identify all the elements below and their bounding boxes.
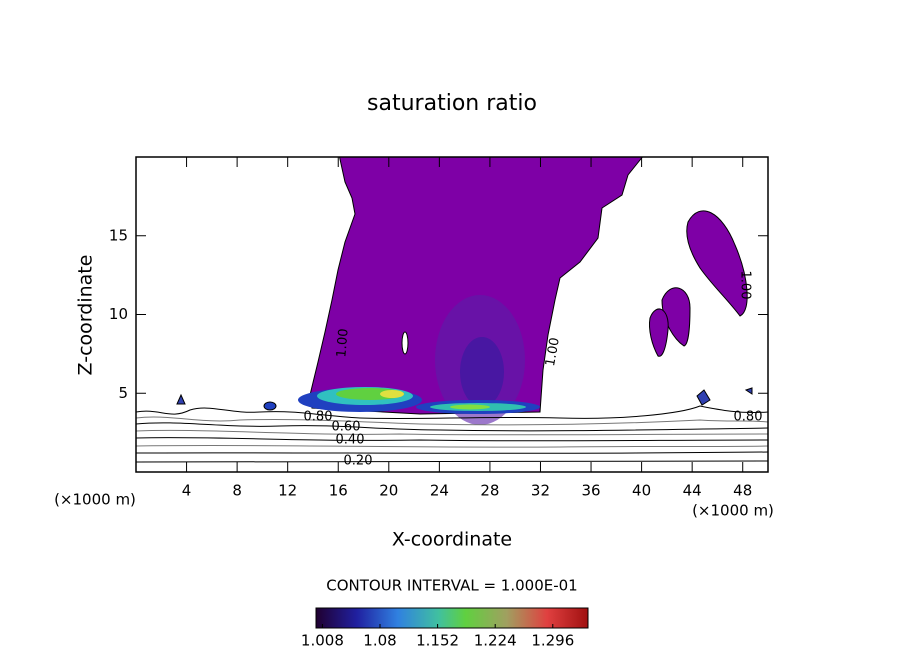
colorbar (315, 607, 589, 629)
x-tick-label: 20 (379, 482, 398, 500)
x-tick-label: 36 (581, 482, 600, 500)
contour-label: 0.80 (304, 410, 333, 425)
contour-field (136, 157, 768, 463)
x-tick-label: 44 (683, 482, 702, 500)
x-tick-label: 16 (329, 482, 348, 500)
x-tick-label: 48 (733, 482, 752, 500)
x-tick-label: 24 (430, 482, 449, 500)
contour-label: 0.20 (344, 454, 373, 469)
y-tick-label: 15 (109, 226, 128, 244)
contour-line (136, 444, 768, 448)
x-tick-label: 4 (182, 482, 192, 500)
x-tick-label: 12 (278, 482, 297, 500)
contour-line (136, 460, 768, 463)
contour-line (136, 422, 768, 432)
contour-label: 0.40 (336, 433, 365, 448)
contour-label: 0.80 (734, 410, 763, 425)
contour-label: 1.00 (738, 271, 753, 300)
cloud-band (176, 387, 753, 414)
inner-region (460, 337, 504, 407)
contour-label: 0.60 (332, 420, 361, 435)
x-tick-label: 8 (232, 482, 242, 500)
contour-line (136, 437, 768, 442)
saturated-region (661, 287, 691, 347)
colorbar-tick-label: 1.224 (474, 632, 517, 650)
contour-lines (136, 405, 768, 463)
contour-line (136, 451, 768, 454)
saturated-region (649, 308, 669, 357)
colorbar-tick-label: 1.296 (531, 632, 574, 650)
contour-label: 1.00 (543, 336, 563, 367)
y-tick-label: 5 (118, 384, 128, 402)
colorbar-tick-label: 1.08 (363, 632, 396, 650)
contour-line (136, 416, 768, 426)
contour-label: 1.00 (334, 328, 351, 358)
unit-label: (×1000 m) (54, 491, 136, 509)
saturated-region (686, 210, 748, 317)
contour-line (136, 429, 768, 436)
x-tick-label: 28 (480, 482, 499, 500)
x-tick-label: 40 (632, 482, 651, 500)
unit-label: (×1000 m) (692, 502, 774, 520)
contour-line (136, 405, 768, 420)
y-axis-label: Z-coordinate (75, 255, 97, 376)
x-axis-label: X-coordinate (392, 529, 512, 551)
contour-labels: 1.00 1.00 1.00 0.80 0.80 0.60 0.40 0.20 (304, 271, 763, 469)
chart-title: saturation ratio (367, 91, 537, 116)
colorbar-tick-label: 1.152 (416, 632, 459, 650)
y-tick-label: 10 (109, 305, 128, 323)
colorbar-tick-label: 1.008 (301, 632, 344, 650)
contour-interval: CONTOUR INTERVAL = 1.000E-01 (326, 577, 577, 595)
hole (401, 331, 409, 355)
x-tick-label: 32 (531, 482, 550, 500)
